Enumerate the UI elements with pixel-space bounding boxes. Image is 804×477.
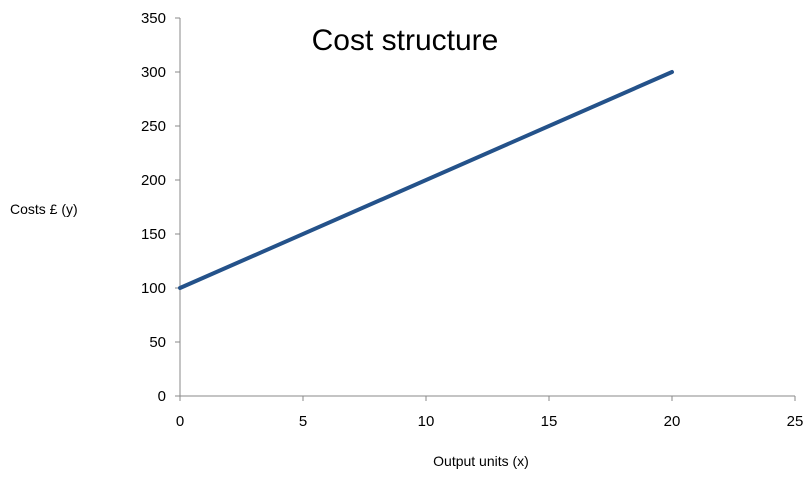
y-tick-label: 150 xyxy=(141,226,166,243)
y-tick-label: 300 xyxy=(141,64,166,81)
y-tick-label: 250 xyxy=(141,118,166,135)
y-tick-label: 50 xyxy=(149,334,166,351)
x-tick-label: 0 xyxy=(176,413,184,430)
y-axis-title: Costs £ (y) xyxy=(10,201,78,217)
x-tick-label: 5 xyxy=(299,413,307,430)
y-tick-label: 100 xyxy=(141,280,166,297)
x-tick-label: 15 xyxy=(541,413,558,430)
series-lines xyxy=(178,70,674,290)
tick-labels: 0 50 100 150 200 250 300 350 0 5 10 15 20 25 xyxy=(141,10,803,430)
y-tick-label: 350 xyxy=(141,10,166,27)
y-tick-label: 200 xyxy=(141,172,166,189)
x-axis-title: Output units (x) xyxy=(433,453,529,469)
x-tick-label: 10 xyxy=(418,413,435,430)
y-tick-label: 0 xyxy=(158,388,166,405)
chart-title: Cost structure xyxy=(312,24,499,57)
x-tick-label: 25 xyxy=(787,413,804,430)
cost-line xyxy=(178,70,674,290)
axes xyxy=(175,17,796,401)
x-tick-label: 20 xyxy=(664,413,681,430)
